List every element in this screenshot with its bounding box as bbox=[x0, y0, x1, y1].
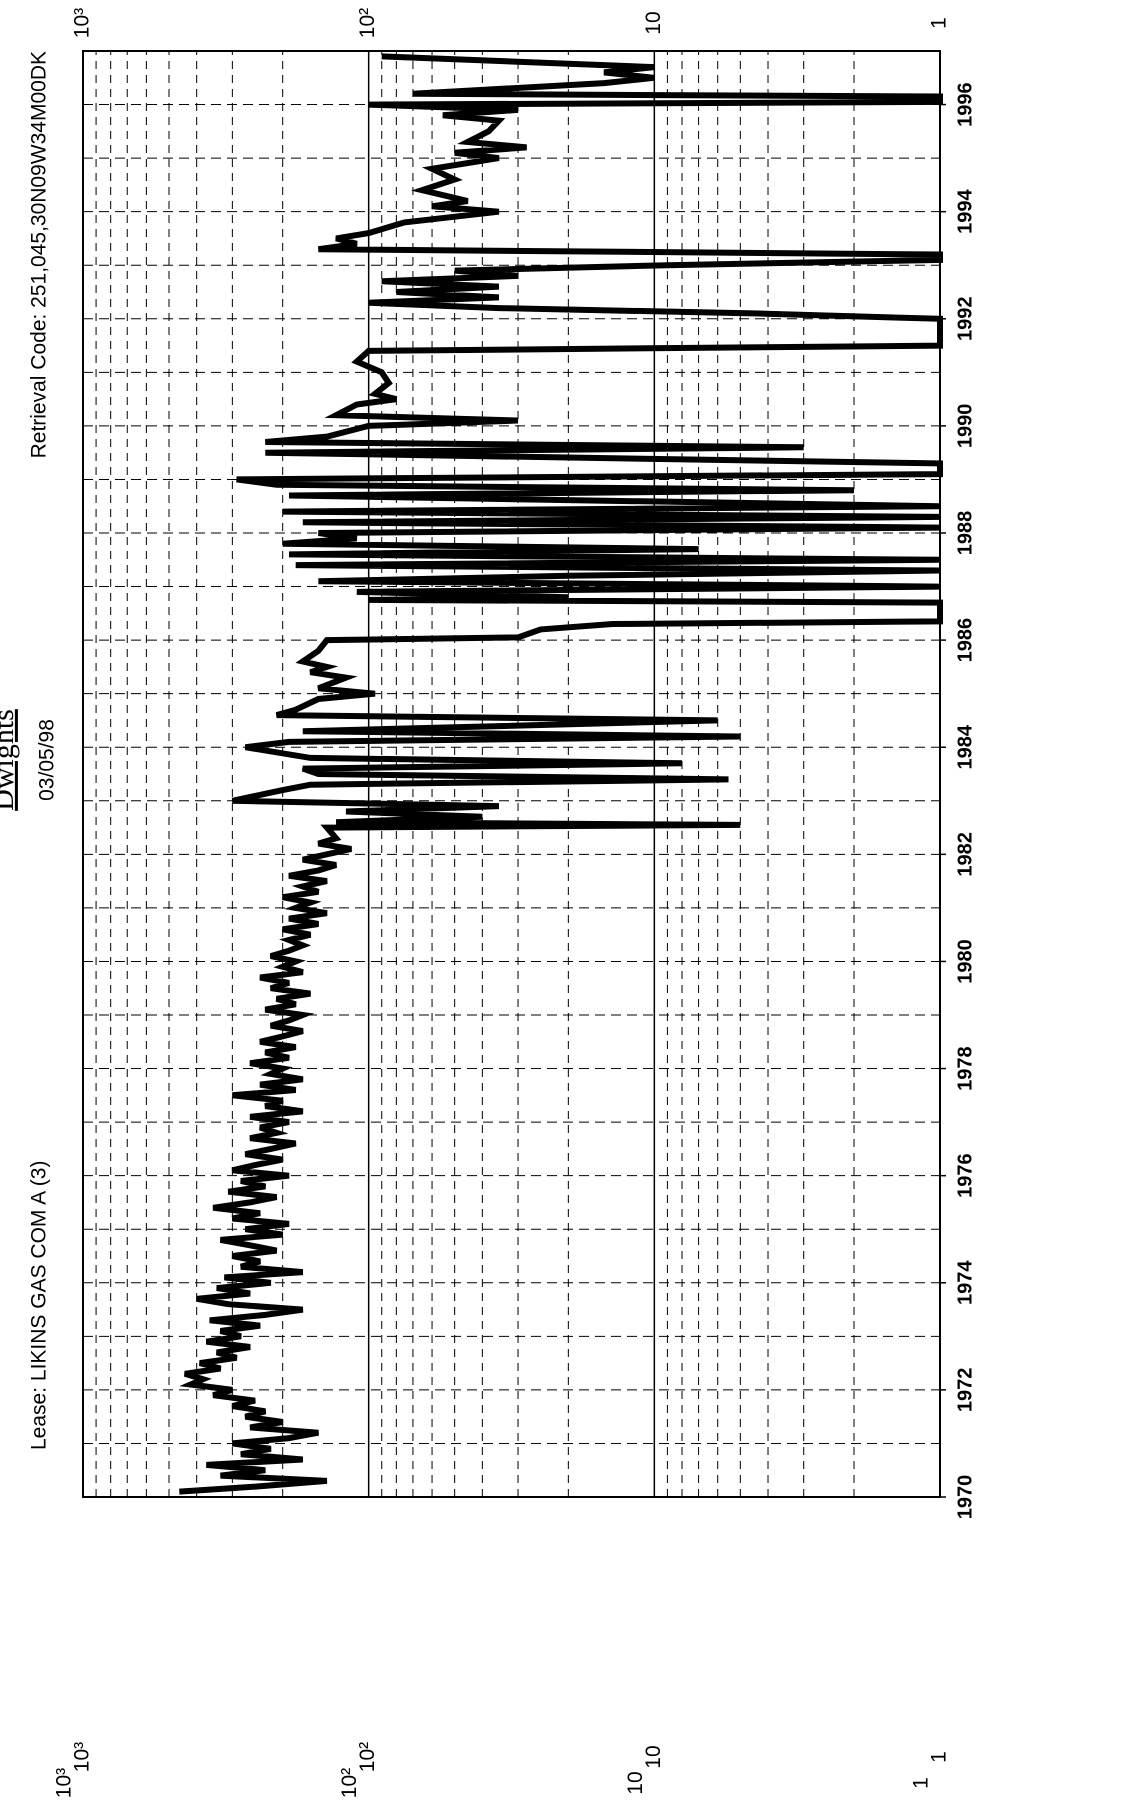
production-line bbox=[179, 53, 943, 1495]
plot-frame bbox=[82, 50, 941, 1498]
x-tick-label: 1982 bbox=[954, 832, 976, 877]
retrieval-code: Retrieval Code: 251,045,30N09W34M00DK bbox=[28, 51, 51, 458]
x-tick-label: 1986 bbox=[954, 618, 976, 663]
y-tick-label: 10³ bbox=[71, 8, 94, 38]
x-tick-label: 1990 bbox=[954, 404, 976, 449]
x-tick-label: 1970 bbox=[954, 1475, 976, 1520]
lease: Lease: LIKINS GAS COM A (3) bbox=[28, 1161, 51, 1450]
brand: Dwights bbox=[0, 709, 20, 811]
x-tick-label: 1988 bbox=[954, 511, 976, 556]
x-tick-label: 1976 bbox=[954, 1153, 976, 1198]
rotated-chart: Dwights 03/05/98 Lease: LIKINS GAS COM A… bbox=[0, 8, 976, 1798]
y-tick-label: 10² bbox=[338, 1768, 361, 1798]
y-tick-label: 10² bbox=[356, 8, 379, 38]
y-tick-label: 10³ bbox=[71, 1742, 94, 1772]
y-tick-label: 10 bbox=[624, 1771, 647, 1794]
y-tick-label: 10² bbox=[356, 1742, 379, 1772]
x-tick-label: 1978 bbox=[954, 1046, 976, 1091]
date: 03/05/98 bbox=[36, 719, 59, 801]
x-tick-label: 1996 bbox=[954, 82, 976, 127]
y-tick-label: 10 bbox=[642, 1745, 665, 1768]
x-tick-label: 1972 bbox=[954, 1368, 976, 1413]
y-tick-label: 10 bbox=[642, 11, 665, 34]
x-tick-label: 1984 bbox=[954, 724, 976, 769]
y-tick-label: 1 bbox=[928, 17, 951, 29]
y-tick-label: 1 bbox=[910, 1777, 933, 1789]
x-tick-label: 1974 bbox=[954, 1260, 976, 1305]
x-tick-label: 1992 bbox=[954, 297, 976, 342]
y-tick-label: 10³ bbox=[53, 1768, 76, 1798]
y-tick-label: 1 bbox=[928, 1751, 951, 1763]
x-tick-label: 1994 bbox=[954, 189, 976, 234]
x-tick-label: 1980 bbox=[954, 939, 976, 984]
